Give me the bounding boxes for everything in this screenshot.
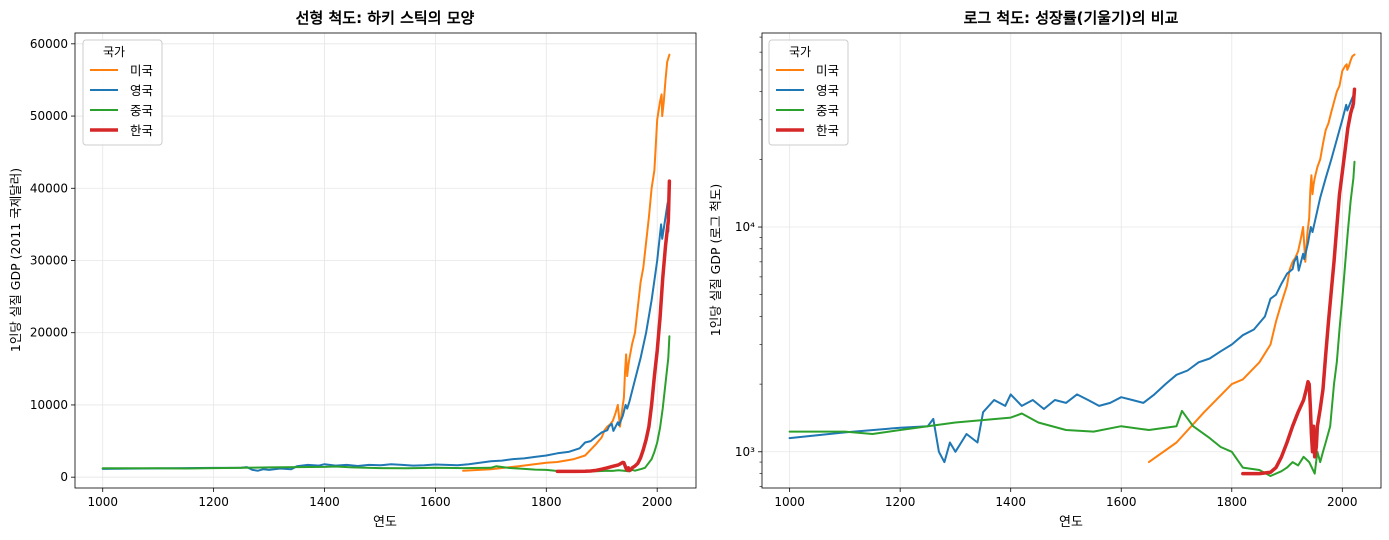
series-layer-log	[788, 53, 1357, 477]
chart-title-linear: 선형 척도: 하키 스틱의 모양	[296, 9, 475, 27]
y-axis-label-linear: 1인당 실질 GDP (2011 국제달러)	[8, 168, 23, 352]
series-line-미국	[1147, 53, 1356, 464]
panel-linear: 선형 척도: 하키 스틱의 모양 1000 1200 1400 1600 1800 200…	[8, 9, 697, 530]
legend-label-한국: 한국	[130, 123, 153, 138]
y-tick-label: 10000	[30, 398, 68, 412]
x-axis-label-log: 연도	[1059, 515, 1083, 530]
y-tick-label: 40000	[30, 181, 68, 195]
x-ticks-linear: 1000 1200 1400 1600 1800 2000	[87, 488, 672, 509]
legend-box	[82, 39, 163, 146]
legend-label-영국: 영국	[816, 83, 839, 98]
legend-box	[768, 39, 849, 146]
y-ticks-linear: 0 10000 20000 30000 40000 50000 60000	[30, 37, 75, 484]
legend-label-미국: 미국	[130, 63, 153, 78]
legend-title: 국가	[789, 45, 811, 59]
x-tick-label: 1800	[531, 495, 562, 509]
legend-linear: 국가 미국 영국 중국 한국	[82, 39, 163, 146]
x-ticks-log: 1000 1200 1400 1600 1800 2000	[774, 488, 1358, 509]
y-tick-label: 60000	[30, 37, 68, 51]
y-tick-label: 10³	[735, 445, 755, 459]
y-tick-label: 30000	[30, 254, 68, 268]
x-tick-label: 1600	[1106, 495, 1137, 509]
series-line-영국	[788, 95, 1356, 464]
y-tick-label: 50000	[30, 109, 68, 123]
legend-title: 국가	[103, 45, 125, 59]
x-tick-label: 1400	[995, 495, 1026, 509]
x-tick-label: 1800	[1217, 495, 1248, 509]
x-tick-label: 1400	[309, 495, 340, 509]
x-tick-label: 2000	[642, 495, 673, 509]
series-line-미국	[462, 53, 671, 472]
grid-log	[762, 33, 1381, 488]
series-layer-linear	[101, 53, 672, 474]
legend-label-중국: 중국	[130, 103, 153, 118]
x-tick-label: 1600	[420, 495, 451, 509]
y-ticks-log: 10³ 10⁴	[735, 36, 762, 487]
legend-label-미국: 미국	[816, 63, 839, 78]
legend-label-영국: 영국	[130, 83, 153, 98]
legend-label-중국: 중국	[816, 103, 839, 118]
series-line-영국	[101, 201, 671, 472]
series-line-중국	[788, 160, 1356, 477]
panel-log: 로그 척도: 성장률(기울기)의 비교 1000 1200 1400 1600 1800…	[708, 9, 1382, 530]
legend-log: 국가 미국 영국 중국 한국	[768, 39, 849, 146]
legend-label-한국: 한국	[816, 123, 839, 138]
x-tick-label: 1000	[87, 495, 118, 509]
series-line-한국	[555, 179, 672, 474]
x-axis-label-linear: 연도	[373, 515, 397, 530]
y-tick-label: 0	[60, 470, 68, 484]
x-tick-label: 1200	[885, 495, 916, 509]
grid-linear	[75, 33, 696, 488]
y-tick-label: 10⁴	[735, 220, 755, 234]
series-line-중국	[101, 335, 671, 473]
plot-frame-log	[761, 32, 1382, 489]
chart-title-log: 로그 척도: 성장률(기울기)의 비교	[964, 9, 1179, 27]
x-tick-label: 1000	[774, 495, 805, 509]
series-line-한국	[1241, 87, 1357, 476]
y-axis-label-log: 1인당 실질 GDP (로그 척도)	[708, 184, 723, 336]
x-tick-label: 2000	[1327, 495, 1358, 509]
x-tick-label: 1200	[198, 495, 229, 509]
y-tick-label: 20000	[30, 326, 68, 340]
